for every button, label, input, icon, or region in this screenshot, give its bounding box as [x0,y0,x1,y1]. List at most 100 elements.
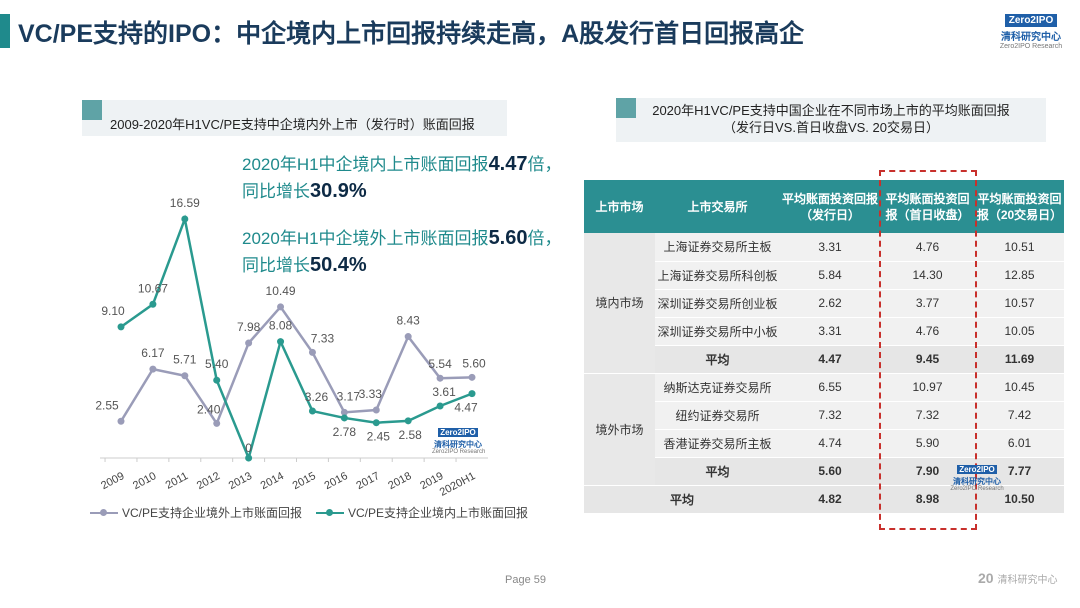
data-point [340,408,348,416]
data-label: 3.61 [432,385,456,399]
footer-brand-text: 清科研究中心 [997,575,1058,586]
exchange-cell: 纽约证券交易所 [655,401,780,430]
issue-day-cell: 5.60 [780,457,880,486]
x-tick-label: 2013 [227,470,254,492]
square-marker-icon [616,98,636,118]
data-label: 2.45 [367,430,391,444]
data-point [149,300,157,308]
table-row: 深圳证券交易所创业板 2.62 3.77 10.57 [584,289,1064,318]
issue-day-cell: 3.31 [780,233,880,262]
20-day-cell: 10.50 [975,485,1064,514]
left-subtitle-box: 2009-2020年H1VC/PE支持中企境内外上市（发行时）账面回报 [82,100,507,136]
page-number: Page 59 [505,574,546,586]
x-tick-label: 2010 [131,470,158,492]
chart-legend: VC/PE支持企业境外上市账面回报 VC/PE支持企业境内上市账面回报 [90,504,528,521]
issue-day-cell: 4.47 [780,345,880,374]
exchange-cell: 平均 [655,457,780,486]
table-row: 深圳证券交易所中小板 3.31 4.76 10.05 [584,317,1064,346]
20-day-cell: 10.51 [975,233,1064,262]
data-label: 5.54 [428,357,452,371]
hl-text: 倍， [527,229,562,248]
data-label: 16.59 [170,196,200,210]
legend-line-icon [90,508,118,516]
highlight-foreign-growth: 同比增长50.4% [242,251,367,277]
20-day-cell: 12.85 [975,261,1064,290]
returns-table: 上市市场 上市交易所 平均账面投资回报（发行日） 平均账面投资回报（首日收盘） … [584,180,1064,514]
20-day-cell: 10.57 [975,289,1064,318]
data-point [308,348,316,356]
data-point [468,390,476,398]
header-market: 上市市场 [584,180,655,233]
legend-item-domestic: VC/PE支持企业境内上市账面回报 [316,504,528,521]
data-label: 0 [245,441,252,455]
data-point [436,402,444,410]
logo-cn: 清科研究中心 [953,477,1001,486]
issue-day-cell: 2.62 [780,289,880,318]
data-label: 8.43 [397,314,421,328]
data-label: 2.58 [399,428,423,442]
series-line [120,214,473,462]
table-row: 香港证券交易所主板 4.74 5.90 6.01 [584,429,1064,458]
highlight-domestic: 2020年H1中企境内上市账面回报4.47倍， [242,150,562,176]
first-close-cell: 4.76 [880,233,975,262]
table-watermark-logo: Zero2IPO 清科研究中心 Zero2IPO Research [950,459,1004,492]
first-close-cell: 4.76 [880,317,975,346]
data-point [404,417,412,425]
data-label: 2.40 [197,402,221,416]
data-point [372,406,380,414]
data-label: 8.08 [269,319,293,333]
20-day-cell: 10.05 [975,317,1064,346]
hl-value: 4.47 [488,153,528,175]
logo-cn: 清科研究中心 [1001,32,1061,43]
20-day-cell: 10.45 [975,373,1064,402]
hl-text: 2020年H1中企境外上市账面回报 [242,229,489,248]
issue-day-cell: 5.84 [780,261,880,290]
legend-item-foreign: VC/PE支持企业境外上市账面回报 [90,504,302,521]
20-day-cell: 7.42 [975,401,1064,430]
legend-label: VC/PE支持企业境内上市账面回报 [348,506,529,520]
first-close-cell: 14.30 [880,261,975,290]
x-tick-label: 2012 [195,470,222,492]
data-label: 10.67 [138,281,168,295]
highlight-foreign: 2020年H1中企境外上市账面回报5.60倍， [242,224,562,250]
legend-line-icon [316,508,345,516]
page-title: VC/PE支持的IPO：中企境内上市回报持续走高，A股发行首日回报高企 [18,20,805,48]
issue-day-cell: 7.32 [780,401,880,430]
data-label: 5.40 [205,357,229,371]
market-cell: 境内市场 [584,233,655,374]
20-day-cell: 11.69 [975,345,1064,374]
exchange-cell: 上海证券交易所主板 [655,233,780,262]
logo-box: Zero2IPO [957,465,997,474]
data-point [308,407,316,415]
data-point [245,339,253,347]
right-subtitle-2: （发行日VS.首日收盘VS. 20交易日） [723,120,939,135]
data-point [117,323,125,331]
x-tick-label: 2016 [323,470,350,492]
table-row: 境内市场 上海证券交易所主板 3.31 4.76 10.51 [584,233,1064,374]
hl-value: 30.9% [310,180,367,202]
hl-value: 5.60 [488,227,528,249]
hl-text: 同比增长 [242,182,310,201]
right-subtitle-box: 2020年H1VC/PE支持中国企业在不同市场上市的平均账面回报 （发行日VS.… [616,98,1046,142]
data-label: 2.78 [333,425,357,439]
data-point [436,374,444,382]
data-label: 5.71 [173,353,197,367]
table-header-row: 上市市场 上市交易所 平均账面投资回报（发行日） 平均账面投资回报（首日收盘） … [584,180,1064,233]
exchange-cell: 平均 [655,345,780,374]
hl-value: 50.4% [310,254,367,276]
logo-en: Zero2IPO Research [999,43,1063,50]
first-close-cell: 3.77 [880,289,975,318]
table-row: 上海证券交易所科创板 5.84 14.30 12.85 [584,261,1064,290]
x-tick-label: 2020H1 [438,470,478,499]
footer-brand: 20 清科研究中心 [978,570,1057,586]
highlight-dashed-box [879,170,977,530]
zero2ipo-logo: Zero2IPO 清科研究中心 Zero2IPO Research [996,10,1066,50]
20-day-cell: 6.01 [975,429,1064,458]
first-close-cell: 8.98 [880,485,975,514]
x-tick-label: 2015 [291,470,318,492]
exchange-cell: 上海证券交易所科创板 [655,261,780,290]
logo-cn: 清科研究中心 [434,440,482,449]
data-point [468,373,476,381]
hl-text: 2020年H1中企境内上市账面回报 [242,155,489,174]
